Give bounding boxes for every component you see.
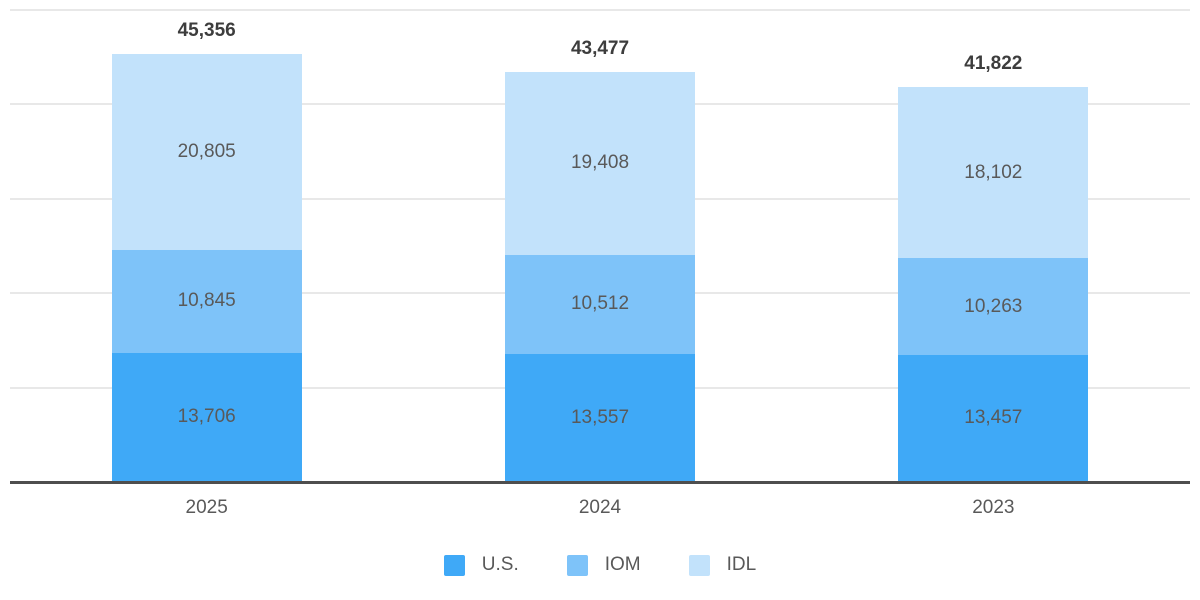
segment-value-label: 10,263 — [964, 295, 1023, 317]
legend-item-iom[interactable]: IOM — [566, 554, 641, 576]
bar-2023-segment-us[interactable]: 13,457 — [898, 354, 1089, 482]
total-label-2024: 43,477 — [570, 37, 630, 59]
legend-label-idl: IDL — [726, 554, 757, 575]
segment-value-label: 10,512 — [570, 293, 630, 315]
total-label-2023: 41,822 — [964, 53, 1023, 75]
segment-value-label: 20,805 — [177, 141, 236, 163]
x-axis-label-2024: 2024 — [578, 497, 622, 518]
x-axis-label-2025: 2025 — [185, 497, 228, 518]
bar-2025-segment-idl[interactable]: 20,805 — [111, 53, 302, 251]
x-axis-label-2023: 2023 — [972, 497, 1015, 518]
gridline-50000 — [10, 9, 1190, 11]
legend-item-idl[interactable]: IDL — [688, 554, 757, 576]
bar-2023-segment-idl[interactable]: 18,102 — [898, 87, 1089, 259]
legend-swatch-iom — [566, 554, 588, 576]
legend-label-us: U.S. — [481, 554, 519, 575]
total-label-2025: 45,356 — [177, 19, 236, 41]
bar-2024-segment-iom[interactable]: 10,512 — [505, 254, 695, 354]
bar-2024-segment-us[interactable]: 13,557 — [505, 354, 695, 482]
segment-value-label: 10,845 — [177, 290, 236, 312]
bar-2024-segment-idl[interactable]: 19,408 — [505, 71, 695, 255]
bar-2023-segment-iom[interactable]: 10,263 — [898, 258, 1089, 355]
bar-2025-segment-iom[interactable]: 10,845 — [111, 250, 302, 353]
legend: U.S. IOM IDL — [0, 554, 1200, 576]
legend-swatch-us — [443, 554, 465, 576]
x-axis-line — [10, 481, 1190, 484]
segment-value-label: 13,706 — [177, 406, 236, 428]
legend-label-iom: IOM — [604, 554, 641, 575]
segment-value-label: 18,102 — [964, 161, 1023, 183]
legend-swatch-idl — [688, 554, 710, 576]
segment-value-label: 13,457 — [964, 407, 1023, 429]
segment-value-label: 19,408 — [570, 152, 630, 174]
segment-value-label: 13,557 — [570, 407, 630, 428]
bar-2025-segment-us[interactable]: 13,706 — [111, 352, 302, 482]
legend-item-us[interactable]: U.S. — [443, 554, 519, 576]
